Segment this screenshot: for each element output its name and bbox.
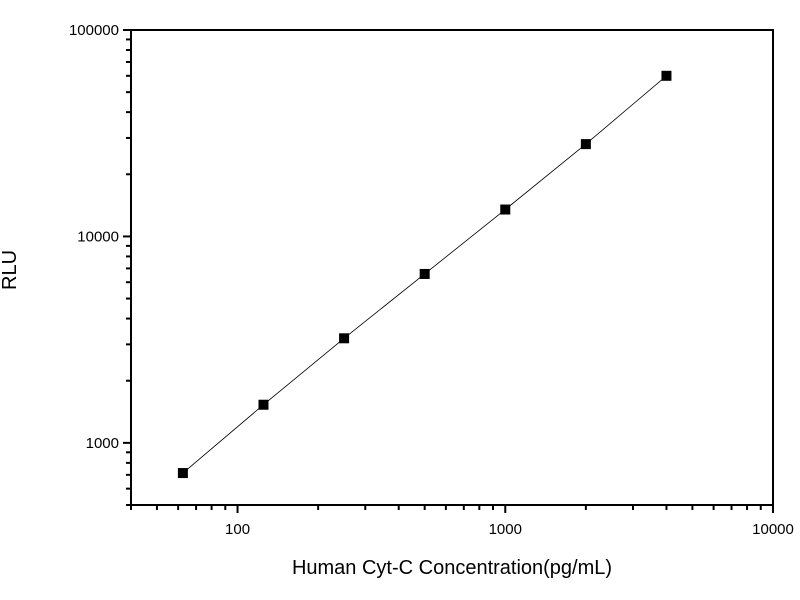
plot-frame <box>130 29 774 506</box>
data-point <box>339 333 350 344</box>
x-tick-label: 1000 <box>489 521 522 538</box>
data-point <box>177 468 188 479</box>
data-point <box>500 204 511 215</box>
y-axis-title: RLU <box>0 250 21 290</box>
x-axis-title: Human Cyt-C Concentration(pg/mL) <box>292 557 612 579</box>
y-tick-label: 100000 <box>69 22 119 39</box>
data-point <box>661 70 672 81</box>
y-tick-label: 1000 <box>86 435 119 452</box>
y-tick-label: 10000 <box>77 228 119 245</box>
data-point <box>258 399 269 410</box>
data-point <box>580 139 591 150</box>
data-point <box>419 268 430 279</box>
x-tick-label: 100 <box>225 521 250 538</box>
x-tick-label: 10000 <box>752 521 794 538</box>
